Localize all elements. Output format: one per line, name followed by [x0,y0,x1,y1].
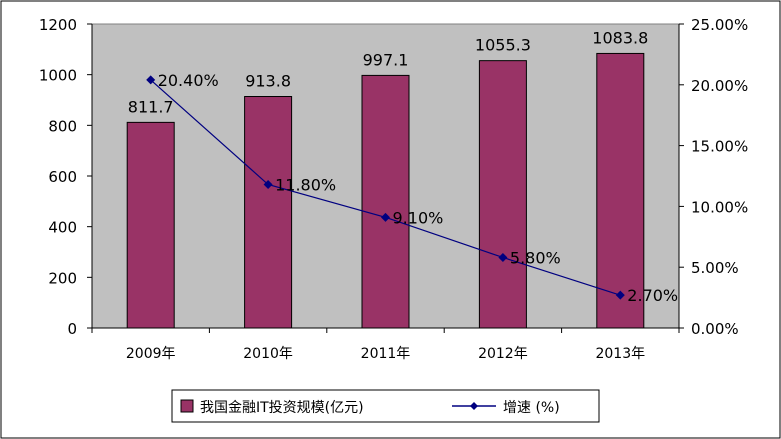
right-tick-label: 20.00% [691,77,748,95]
line-labels: 20.40% 11.80% 9.10% 5.80% 2.70% [158,71,678,305]
line-value-label: 5.80% [510,248,561,267]
left-tick-label: 200 [48,269,77,287]
left-axis: 0 200 400 600 800 1000 1200 [39,16,93,338]
bar [244,96,293,329]
bar [596,52,645,329]
x-tick-label: 2011年 [361,346,411,362]
line-series [146,75,625,300]
line-point [146,75,156,85]
bar-value-label: 1055.3 [475,36,531,55]
line-value-label: 11.80% [275,176,336,195]
legend-box [171,389,600,423]
line-value-label: 2.70% [627,286,678,305]
right-tick-label: 0.00% [691,320,739,338]
line-point [615,290,625,300]
left-tick-label: 600 [48,168,77,186]
legend-bar-swatch [180,399,194,413]
x-tick-label: 2009年 [126,346,176,362]
bar [478,60,527,329]
bar [126,121,175,329]
line-point [498,252,508,262]
line-value-label: 20.40% [158,71,219,90]
bar-labels: 811.7 913.8 997.1 1055.3 1083.8 [128,28,648,116]
left-tick-label: 400 [48,219,77,237]
x-tick-label: 2012年 [478,346,528,362]
right-tick-label: 5.00% [691,259,739,277]
bar-value-label: 913.8 [245,72,291,91]
legend-line-marker [470,402,478,410]
right-tick-label: 15.00% [691,138,748,156]
left-tick-label: 800 [48,117,77,135]
left-tick-label: 0 [67,320,77,338]
bar-series [126,52,645,329]
legend-bar-label: 我国金融IT投资规模(亿元) [200,400,364,416]
right-tick-label: 25.00% [691,16,748,34]
x-tick-label: 2010年 [243,346,293,362]
x-axis: 2009年 2010年 2011年 2012年 2013年 [91,327,680,362]
bar-value-label: 997.1 [363,50,409,69]
bar-value-label: 811.7 [128,97,174,116]
right-axis: 0.00% 5.00% 10.00% 15.00% 20.00% 25.00% [678,16,748,338]
x-tick-label: 2013年 [595,346,645,362]
bar-value-label: 1083.8 [592,28,648,47]
right-tick-label: 10.00% [691,198,748,216]
legend: 我国金融IT投资规模(亿元) 增速 (%) [171,389,600,423]
line-value-label: 9.10% [393,208,444,227]
line-point [381,212,390,222]
line-point [263,180,273,190]
left-tick-label: 1000 [39,67,77,85]
left-tick-label: 1200 [39,16,77,34]
bar [361,74,410,329]
legend-line-label: 增速 (%) [503,400,560,416]
